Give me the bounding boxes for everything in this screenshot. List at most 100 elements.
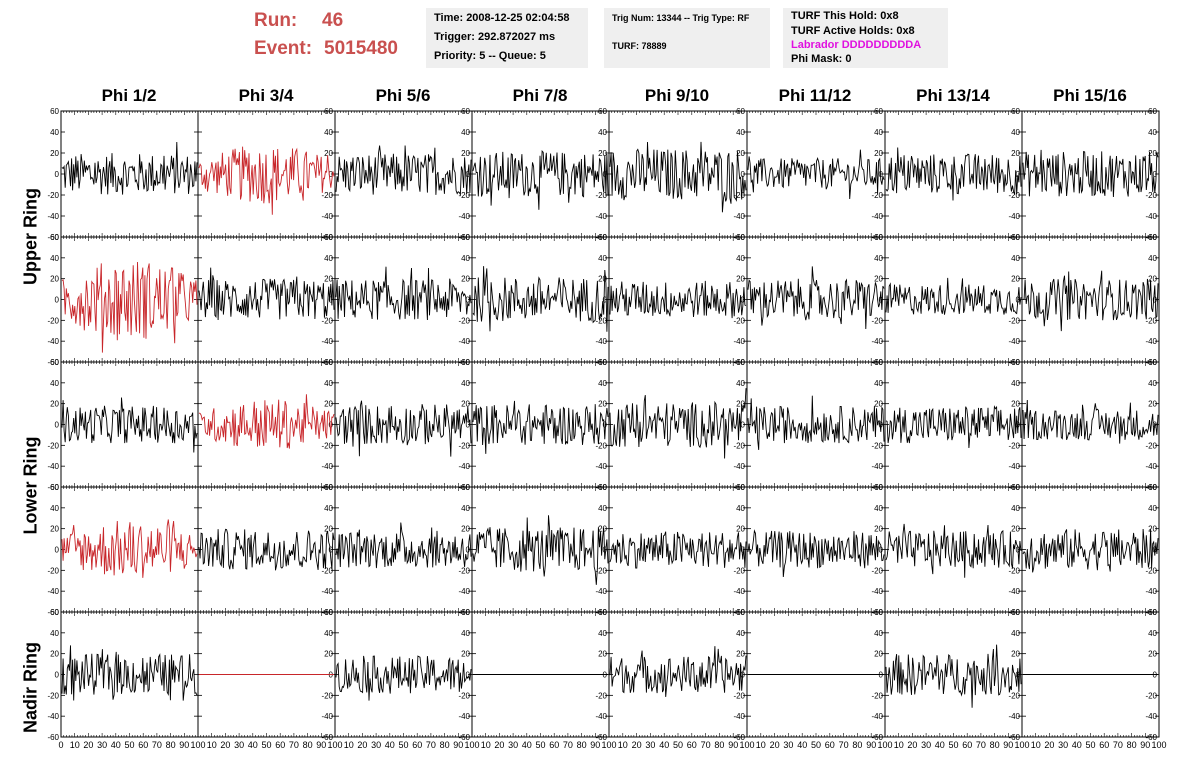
y-tick-label: 20 bbox=[461, 400, 470, 409]
y-tick-label: 0 bbox=[603, 671, 608, 680]
y-tick-label: 60 bbox=[461, 608, 470, 617]
y-tick-label: 20 bbox=[50, 525, 59, 534]
y-tick-label: -40 bbox=[595, 587, 607, 596]
y-tick-label: 60 bbox=[598, 608, 607, 617]
y-tick-label: 60 bbox=[1011, 608, 1020, 617]
y-tick-label: 60 bbox=[736, 358, 745, 367]
y-tick-label: 20 bbox=[1011, 650, 1020, 659]
y-tick-label: 20 bbox=[874, 525, 883, 534]
y-tick-label: 0 bbox=[466, 296, 471, 305]
y-tick-label: -40 bbox=[47, 462, 59, 471]
y-tick-label: -20 bbox=[871, 316, 883, 325]
y-tick-label: 40 bbox=[598, 128, 607, 137]
waveform-trace bbox=[472, 515, 609, 585]
y-tick-label: -40 bbox=[1145, 712, 1157, 721]
y-tick-label: 0 bbox=[741, 170, 746, 179]
y-tick-label: -40 bbox=[595, 337, 607, 346]
y-tick-label: 60 bbox=[324, 233, 333, 242]
y-tick-label: 20 bbox=[50, 275, 59, 284]
y-tick-label: 40 bbox=[1011, 504, 1020, 513]
waveform-trace bbox=[61, 519, 198, 578]
y-tick-label: 40 bbox=[50, 379, 59, 388]
y-tick-label: -20 bbox=[1008, 566, 1020, 575]
y-tick-label: 60 bbox=[324, 608, 333, 617]
y-tick-label: -40 bbox=[458, 587, 470, 596]
waveform-trace bbox=[472, 266, 609, 332]
y-tick-label: -40 bbox=[1145, 212, 1157, 221]
y-tick-label: 20 bbox=[1011, 400, 1020, 409]
y-tick-label: 40 bbox=[50, 629, 59, 638]
y-tick-label: 60 bbox=[874, 107, 883, 116]
y-tick-label: -20 bbox=[47, 191, 59, 200]
y-tick-label: 40 bbox=[598, 254, 607, 263]
y-tick-label: -40 bbox=[458, 337, 470, 346]
y-tick-label: 20 bbox=[736, 650, 745, 659]
y-tick-label: 40 bbox=[324, 504, 333, 513]
labrador-status: Labrador DDDDDDDDDA bbox=[791, 39, 922, 51]
y-tick-label: 20 bbox=[324, 400, 333, 409]
y-tick-label: -40 bbox=[1008, 212, 1020, 221]
y-tick-label: -60 bbox=[458, 733, 470, 742]
y-tick-label: 0 bbox=[1016, 170, 1021, 179]
y-tick-label: 40 bbox=[1011, 629, 1020, 638]
y-tick-label: 20 bbox=[50, 650, 59, 659]
y-tick-label: -20 bbox=[733, 316, 745, 325]
y-tick-label: -40 bbox=[321, 712, 333, 721]
y-tick-label: -20 bbox=[733, 191, 745, 200]
waveform-trace bbox=[61, 141, 198, 195]
y-tick-label: -40 bbox=[733, 712, 745, 721]
y-tick-label: -20 bbox=[595, 316, 607, 325]
y-tick-label: -40 bbox=[458, 212, 470, 221]
y-tick-label: -40 bbox=[1008, 462, 1020, 471]
y-tick-label: -40 bbox=[47, 337, 59, 346]
waveform-trace bbox=[1022, 270, 1159, 332]
waveform-trace bbox=[609, 280, 747, 319]
y-tick-label: 40 bbox=[461, 379, 470, 388]
y-tick-label: 0 bbox=[55, 421, 60, 430]
y-tick-label: -20 bbox=[47, 691, 59, 700]
column-title-7: Phi 13/14 bbox=[916, 86, 990, 105]
y-tick-label: 20 bbox=[736, 149, 745, 158]
waveform-trace bbox=[885, 277, 1022, 315]
waveform-trace bbox=[1022, 528, 1159, 573]
y-tick-label: 40 bbox=[461, 254, 470, 263]
waveform-trace bbox=[609, 388, 747, 459]
y-tick-label: -40 bbox=[733, 337, 745, 346]
y-tick-label: -40 bbox=[47, 712, 59, 721]
y-tick-label: 20 bbox=[1011, 525, 1020, 534]
waveform-trace bbox=[61, 261, 198, 353]
y-tick-label: 60 bbox=[736, 107, 745, 116]
y-tick-label: 40 bbox=[1148, 254, 1157, 263]
y-tick-label: -20 bbox=[1008, 191, 1020, 200]
waveform-trace bbox=[472, 400, 609, 454]
y-tick-label: 0 bbox=[55, 546, 60, 555]
y-tick-label: 60 bbox=[50, 483, 59, 492]
priority-text: Priority: 5 -- Queue: 5 bbox=[434, 50, 546, 62]
y-tick-label: 40 bbox=[874, 128, 883, 137]
y-tick-label: -40 bbox=[871, 462, 883, 471]
time-info-box: Time: 2008-12-25 02:04:58 Trigger: 292.8… bbox=[426, 8, 588, 68]
waveform-trace bbox=[1022, 399, 1159, 444]
y-tick-label: -20 bbox=[871, 441, 883, 450]
y-tick-label: -40 bbox=[1008, 337, 1020, 346]
y-tick-label: 0 bbox=[466, 421, 471, 430]
y-tick-label: -60 bbox=[47, 608, 59, 617]
y-tick-label: 40 bbox=[50, 254, 59, 263]
y-tick-label: 60 bbox=[1148, 233, 1157, 242]
y-tick-label: -20 bbox=[733, 441, 745, 450]
y-tick-label: -20 bbox=[733, 691, 745, 700]
y-tick-label: -20 bbox=[1145, 691, 1157, 700]
y-tick-label: 40 bbox=[736, 254, 745, 263]
waveform-trace bbox=[609, 531, 747, 569]
y-tick-label: 0 bbox=[603, 296, 608, 305]
y-tick-label: 40 bbox=[324, 254, 333, 263]
y-tick-label: 60 bbox=[1011, 358, 1020, 367]
